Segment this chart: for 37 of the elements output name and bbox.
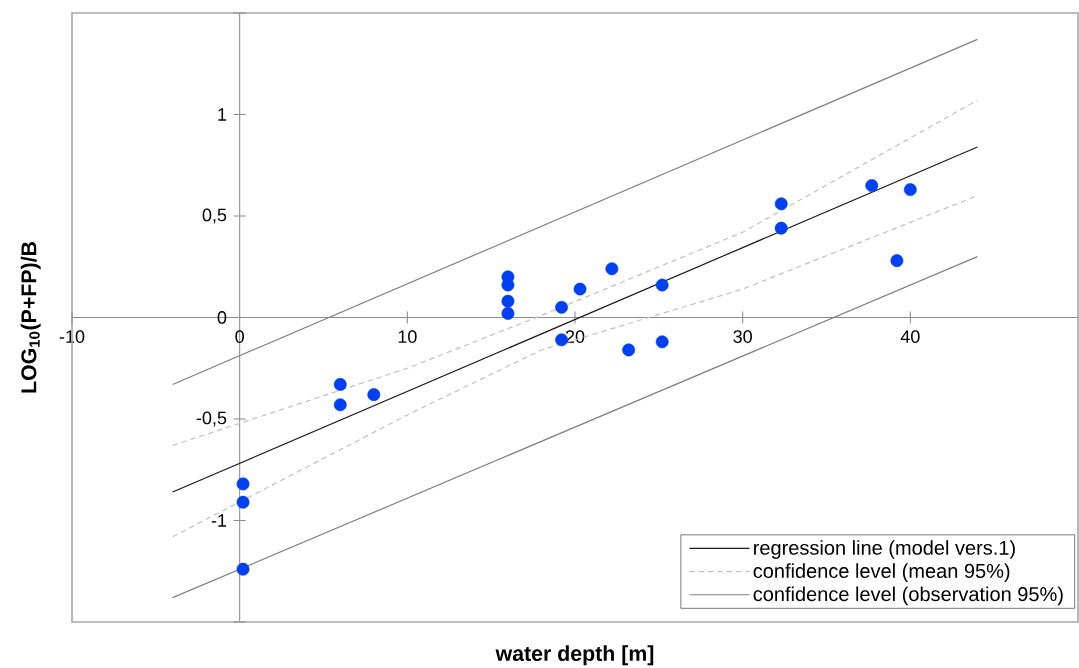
point xyxy=(501,307,515,320)
point xyxy=(501,294,515,308)
x-tick-label: 20 xyxy=(565,330,585,343)
y-tick-label: -1 xyxy=(211,514,227,527)
x-tick-label: 0 xyxy=(235,330,244,343)
line-series xyxy=(172,99,978,446)
x-tick-label: 40 xyxy=(900,330,920,343)
y-tick-label: 1 xyxy=(218,108,227,121)
point xyxy=(605,262,619,276)
point xyxy=(236,495,250,509)
point xyxy=(236,477,250,491)
point xyxy=(555,300,568,314)
point xyxy=(367,388,381,402)
point xyxy=(333,378,347,391)
point xyxy=(655,335,669,349)
point xyxy=(573,282,587,296)
point xyxy=(236,562,250,576)
point xyxy=(890,254,904,268)
x-axis-title: water depth [m] xyxy=(495,645,654,666)
legend-label: confidence level (observation 95%) xyxy=(753,586,1063,606)
y-axis-title: LOG$_{10}$(P+FP)/B xyxy=(20,241,41,393)
x-tick-label: 10 xyxy=(398,330,417,343)
point xyxy=(655,278,669,292)
x-tick-label: 30 xyxy=(733,330,752,343)
point xyxy=(774,221,788,235)
point xyxy=(333,398,347,412)
y-tick-label: 0,5 xyxy=(202,208,227,224)
legend-label: regression line (model vers.1) xyxy=(754,540,1015,559)
legend-label: confidence level (mean 95%) xyxy=(753,563,1010,582)
point xyxy=(622,343,636,357)
y-tick-label: 0 xyxy=(217,311,227,324)
point xyxy=(865,179,879,192)
x-tick-label: -10 xyxy=(59,330,85,343)
line-series xyxy=(172,195,978,538)
y-tick-label: -0,5 xyxy=(196,411,227,427)
point xyxy=(903,183,917,197)
point xyxy=(774,197,788,211)
